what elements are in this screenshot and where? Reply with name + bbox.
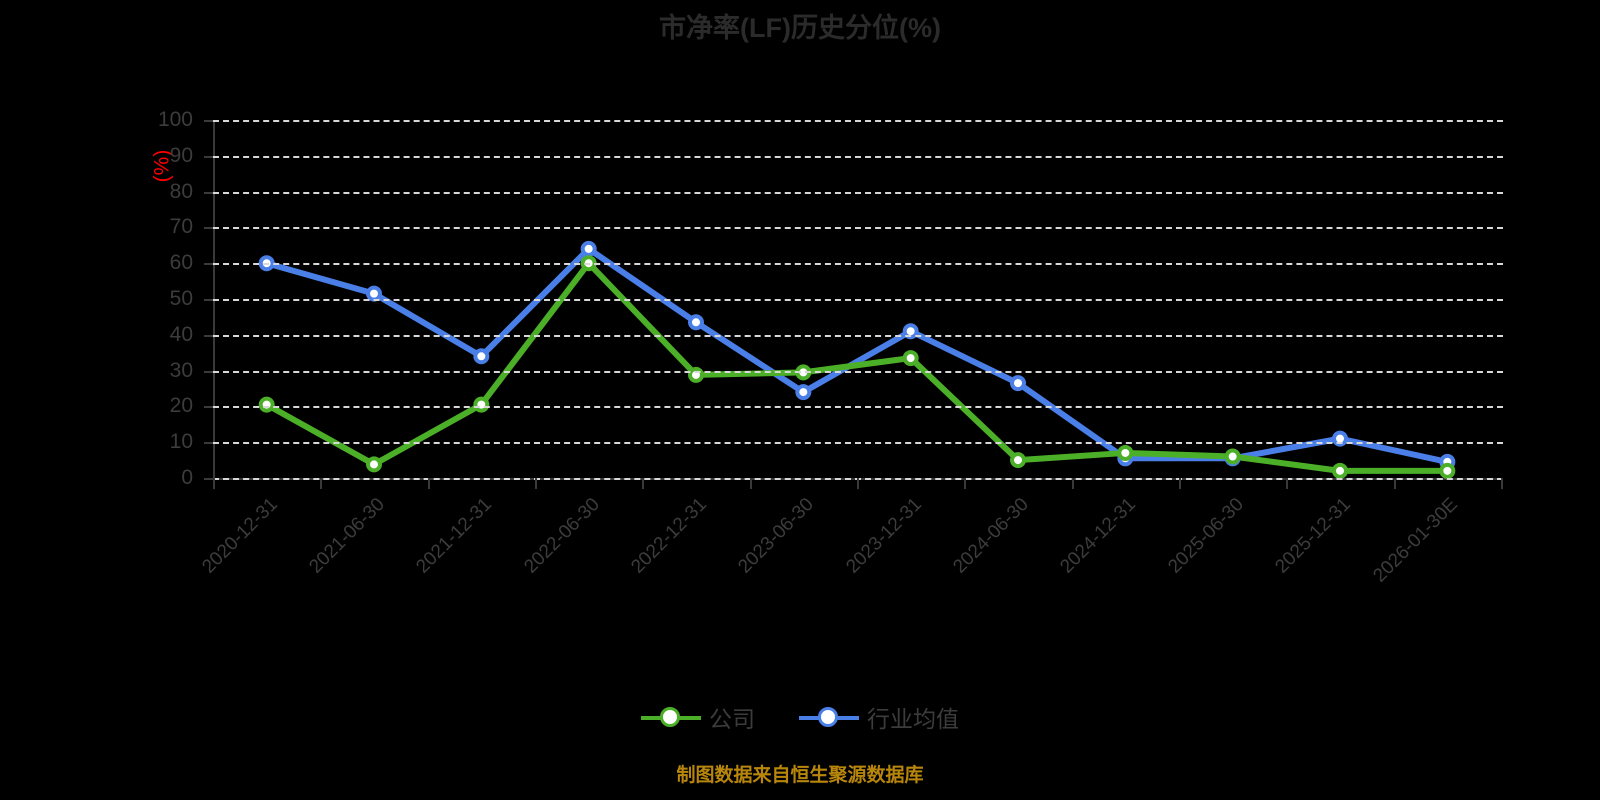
y-axis-tick-mark — [204, 442, 213, 445]
x-axis-tick-mark — [213, 478, 215, 489]
gridline — [213, 442, 1503, 445]
chart-legend: 公司 行业均值 — [0, 700, 1600, 734]
x-axis-tick-mark — [1393, 478, 1396, 489]
y-axis-tick-mark — [204, 334, 213, 337]
x-axis-tick-mark — [320, 478, 323, 489]
gridline — [213, 120, 1503, 122]
x-axis-tick-mark — [535, 478, 537, 489]
y-axis-tick-label: 90 — [169, 143, 193, 167]
gridline — [213, 299, 1503, 301]
x-axis-tick-mark — [1501, 478, 1503, 489]
y-axis-tick-label: 40 — [169, 322, 193, 346]
page-title: 市净率(LF)历史分位(%) — [659, 13, 941, 43]
legend-item-industry[interactable]: 行业均值 — [799, 700, 959, 734]
y-axis-tick-label: 80 — [169, 179, 193, 203]
gridline — [213, 406, 1503, 409]
y-axis-tick-mark — [204, 263, 213, 266]
y-axis-tick-mark — [204, 478, 213, 480]
y-axis-tick-label: 0 — [181, 466, 193, 489]
y-axis-tick-label: 50 — [169, 287, 193, 310]
x-axis-tick-mark — [1071, 478, 1074, 489]
y-axis-tick-mark — [204, 120, 213, 122]
gridline — [213, 227, 1503, 230]
y-axis-tick-label: 10 — [169, 430, 193, 454]
legend-marker-icon — [641, 706, 701, 728]
y-axis-tick-mark — [204, 299, 213, 301]
y-axis-tick-label: 60 — [169, 251, 193, 275]
y-axis-tick-mark — [204, 227, 213, 230]
y-axis-tick-mark — [204, 191, 213, 194]
x-axis-tick-mark — [1286, 478, 1289, 489]
y-axis-tick-mark — [204, 406, 213, 409]
x-axis-tick-mark — [857, 478, 859, 489]
y-axis-tick-label: 20 — [169, 394, 193, 418]
legend-item-company[interactable]: 公司 — [641, 700, 755, 734]
x-axis-tick-mark — [642, 478, 645, 489]
legend-marker-icon — [799, 706, 859, 728]
legend-label: 公司 — [709, 706, 755, 732]
footer-note: 制图数据来自恒生聚源数据库 — [676, 765, 924, 786]
y-axis-tick-label: 70 — [169, 215, 193, 239]
legend-label: 行业均值 — [867, 706, 959, 732]
y-axis-tick-label: 100 — [157, 108, 193, 131]
legend-dot — [818, 707, 838, 727]
x-axis-tick-mark — [964, 478, 967, 489]
gridline — [213, 155, 1503, 158]
gridline — [213, 370, 1503, 373]
legend-dot — [660, 707, 680, 727]
x-axis-tick-mark — [749, 478, 752, 489]
gridline — [213, 191, 1503, 194]
gridline — [213, 263, 1503, 266]
y-axis-tick-label: 30 — [169, 358, 193, 382]
x-axis-tick-mark — [1179, 478, 1181, 489]
gridline — [213, 334, 1503, 337]
y-axis-tick-mark — [204, 155, 213, 158]
y-axis-tick-mark — [204, 370, 213, 373]
x-axis-tick-mark — [427, 478, 430, 489]
